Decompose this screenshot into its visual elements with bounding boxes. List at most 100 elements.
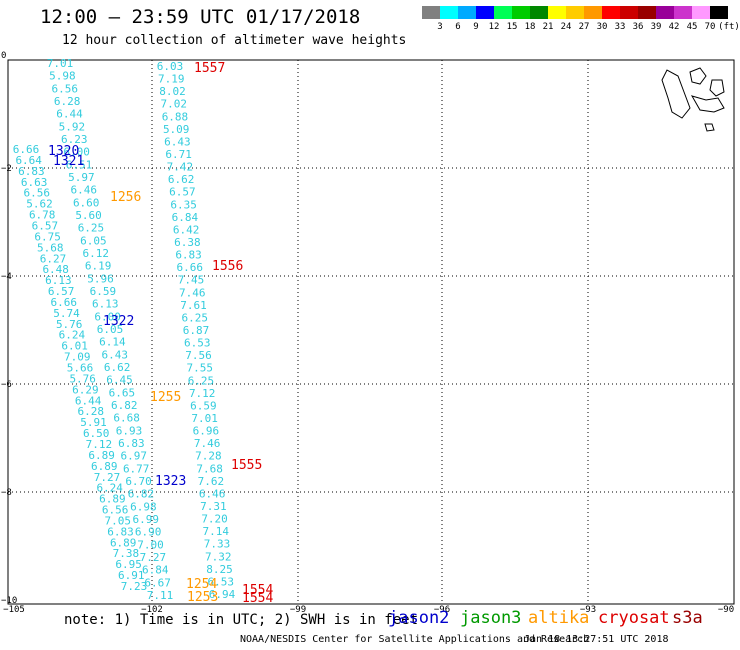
wave-height-value: 6.51 <box>66 158 93 171</box>
wave-height-value: 6.43 <box>164 135 191 148</box>
wave-height-value: 7.31 <box>200 500 227 513</box>
x-tick-label: −93 <box>580 605 596 615</box>
wave-height-value: 7.42 <box>167 161 194 174</box>
wave-height-value: 7.01 <box>47 57 74 70</box>
pass-time-label: 1256 <box>110 190 141 205</box>
island-outline <box>689 67 707 85</box>
wave-height-value: 6.28 <box>78 405 105 418</box>
pass-time-label: 1321 <box>53 154 84 169</box>
wave-height-value: 8.02 <box>159 85 186 98</box>
legend-label: 18 <box>524 22 536 32</box>
pass-time-label: 1554 <box>242 591 273 606</box>
wave-height-value: 6.44 <box>56 108 83 121</box>
wave-height-value: 8.25 <box>206 563 233 576</box>
wave-height-value: 6.98 <box>130 500 157 513</box>
pass-time-label: 1323 <box>155 474 186 489</box>
wave-height-value: 6.89 <box>91 460 118 473</box>
wave-height-value: 6.57 <box>32 219 59 232</box>
wave-height-value: 6.56 <box>24 187 51 200</box>
wave-height-value: 6.42 <box>173 223 200 236</box>
x-tick-label: −90 <box>718 605 734 615</box>
wave-height-value: 5.76 <box>56 318 83 331</box>
pass-time-label: 1556 <box>212 259 243 274</box>
wave-height-value: 5.92 <box>59 120 86 133</box>
pass-time-label: 1557 <box>194 61 225 76</box>
wave-height-value: 6.43 <box>102 348 129 361</box>
grid-lines <box>8 60 734 604</box>
wave-height-value: 6.97 <box>121 450 148 463</box>
legend-unit: (ft) <box>718 22 740 32</box>
wave-height-value: 6.24 <box>59 329 86 342</box>
wave-height-value: 7.09 <box>64 351 91 364</box>
wave-height-value: 6.89 <box>99 493 126 506</box>
wave-height-value: 5.66 <box>67 362 94 375</box>
legend-label: 27 <box>578 22 590 32</box>
wave-height-value: 6.13 <box>45 274 72 287</box>
wave-height-value: 7.01 <box>191 412 218 425</box>
wave-height-value: 5.62 <box>26 198 53 211</box>
legend-swatch <box>530 6 548 19</box>
wave-height-value: 6.83 <box>118 437 145 450</box>
wave-height-value: 6.05 <box>97 323 124 336</box>
wave-height-value: 6.64 <box>15 154 42 167</box>
wave-height-value: 6.48 <box>42 263 69 276</box>
legend-label: 45 <box>686 22 698 32</box>
wave-height-value: 6.89 <box>110 536 137 549</box>
wave-height-value: 6.05 <box>80 234 107 247</box>
wave-height-value: 6.46 <box>71 184 98 197</box>
wave-height-value: 6.57 <box>48 285 75 298</box>
legend-label: 15 <box>506 22 518 32</box>
wave-height-value: 7.00 <box>137 538 164 551</box>
satellite-legend-item: altika <box>528 608 590 628</box>
y-tick-label: 0 <box>1 51 6 61</box>
pass-time-label: 1253 <box>187 590 218 605</box>
wave-height-value: 6.19 <box>85 260 112 273</box>
wave-height-value: 6.70 <box>125 475 152 488</box>
pass-time-label: 1254 <box>186 577 217 592</box>
wave-height-value: 7.62 <box>198 475 225 488</box>
wave-height-value: 5.97 <box>68 171 95 184</box>
wave-height-value: 6.99 <box>132 513 159 526</box>
wave-height-value: 7.68 <box>196 462 223 475</box>
wave-height-value: 6.25 <box>78 222 105 235</box>
wave-height-value: 6.83 <box>175 249 202 262</box>
legend-label: 24 <box>560 22 572 32</box>
legend-swatch <box>584 6 602 19</box>
legend-label: 9 <box>473 22 479 32</box>
x-tick-label: −96 <box>434 605 450 615</box>
wave-height-value: 7.27 <box>140 551 167 564</box>
satellite-legend-item: cryosat <box>598 608 670 628</box>
wave-height-value: 6.90 <box>135 526 162 539</box>
wave-height-value: 6.68 <box>113 412 140 425</box>
wave-height-value: 6.75 <box>34 230 61 243</box>
wave-height-value: 6.60 <box>73 196 100 209</box>
wave-height-value: 6.01 <box>61 340 88 353</box>
wave-height-value: 7.11 <box>147 589 174 602</box>
wave-height-value: 6.82 <box>111 399 138 412</box>
wave-height-value: 7.02 <box>160 98 187 111</box>
wave-height-value: 6.96 <box>193 425 220 438</box>
wave-height-value: 5.76 <box>69 372 96 385</box>
color-legend <box>422 6 728 19</box>
wave-height-value: 7.12 <box>86 438 113 451</box>
x-tick-labels: −105 −102 −99 −96 −93 −90 <box>3 605 734 615</box>
wave-height-value: 6.66 <box>51 296 78 309</box>
legend-swatch <box>458 6 476 19</box>
legend-swatch <box>656 6 674 19</box>
legend-swatch <box>548 6 566 19</box>
wave-height-value: 6.71 <box>165 148 192 161</box>
satellite-legend-item: jason3 <box>460 608 522 628</box>
wave-height-value: 5.68 <box>37 241 64 254</box>
y-tick-labels: 0 −2 −4 −6 −8 −10 <box>1 51 17 606</box>
wave-height-value: 6.89 <box>88 449 115 462</box>
wave-height-value: 6.65 <box>109 386 136 399</box>
page-subtitle: 12 hour collection of altimeter wave hei… <box>62 33 407 48</box>
wave-height-value: 6.00 <box>94 310 121 323</box>
color-legend-labels: 3 6 9 12 15 18 21 24 27 30 33 36 39 42 45 70 (ft) <box>422 22 740 34</box>
wave-height-value: 6.59 <box>190 399 217 412</box>
wave-height-value: 7.23 <box>121 580 148 593</box>
legend-swatch <box>620 6 638 19</box>
legend-label: 21 <box>542 22 554 32</box>
wave-height-value: 7.05 <box>105 514 132 527</box>
